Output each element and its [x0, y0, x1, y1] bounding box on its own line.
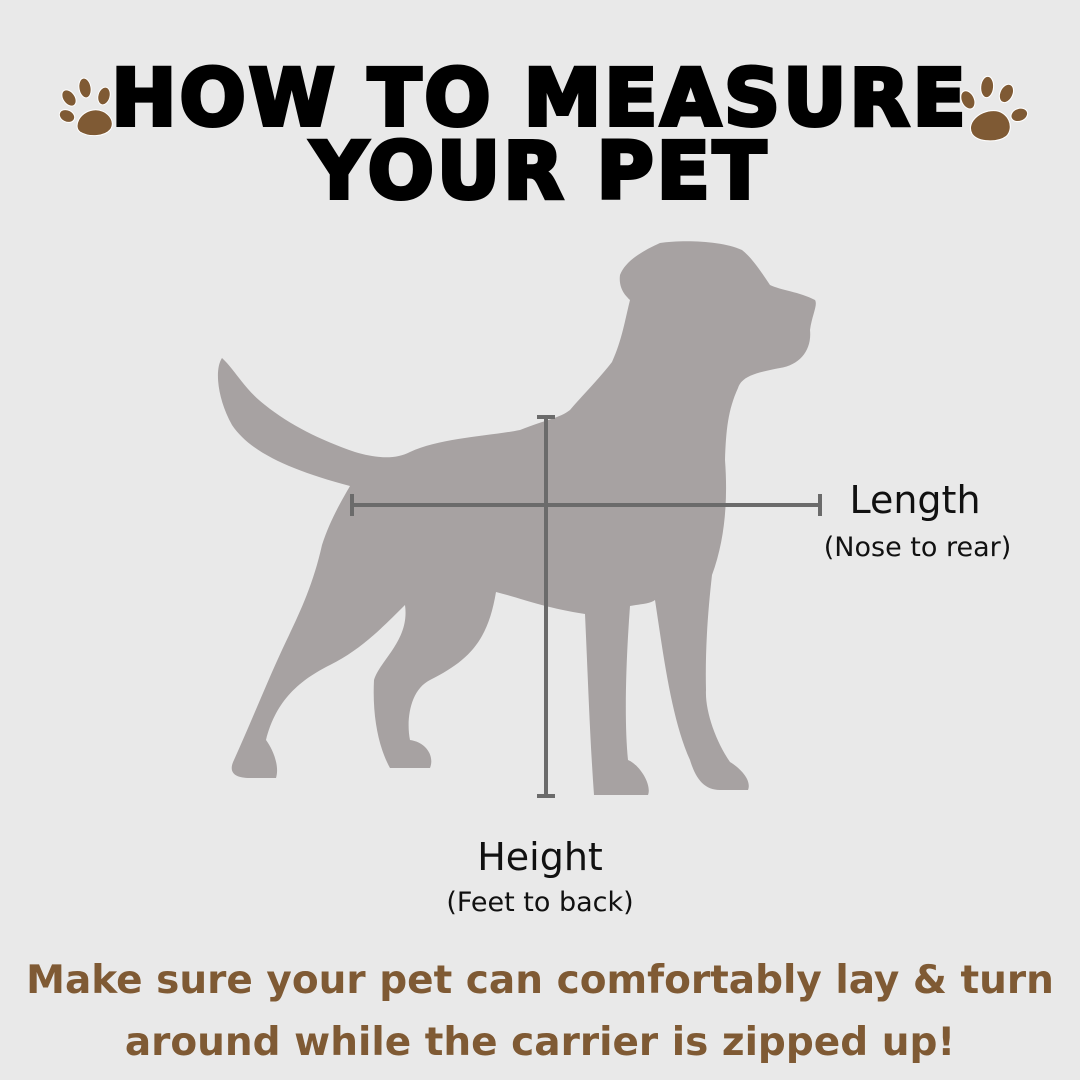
height-description: (Feet to back) [446, 887, 634, 918]
carrier-note-line-1: Make sure your pet can comfortably lay &… [26, 958, 1054, 1003]
carrier-note: Make sure your pet can comfortably lay &… [0, 950, 1080, 1074]
length-description: (Nose to rear) [823, 532, 1012, 563]
title-line-1: HOW TO MEASURE [109, 54, 969, 144]
dog-silhouette [217, 241, 816, 795]
paw-print-icon [58, 77, 113, 137]
title-line-2: YOUR PET [309, 127, 770, 217]
carrier-note-line-2: around while the carrier is zipped up! [124, 1020, 956, 1065]
paw-print-icon [960, 75, 1029, 142]
height-label: Height [477, 835, 603, 879]
length-label: Length [849, 478, 981, 522]
